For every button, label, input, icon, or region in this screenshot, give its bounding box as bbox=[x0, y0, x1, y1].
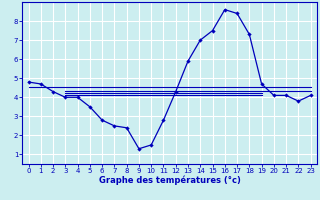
X-axis label: Graphe des températures (°c): Graphe des températures (°c) bbox=[99, 176, 241, 185]
